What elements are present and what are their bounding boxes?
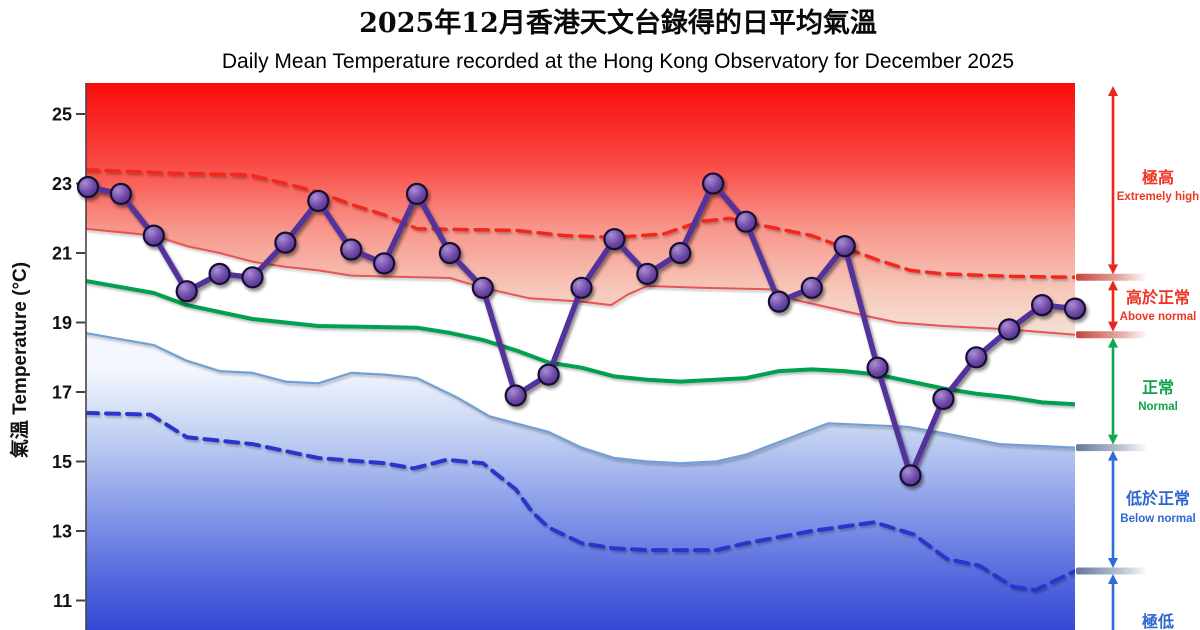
threshold-bar-extremely-low: [1076, 567, 1146, 575]
threshold-bar-extremely-high: [1076, 273, 1146, 281]
arrow-head-down-icon: [1108, 557, 1118, 568]
data-point-day-12: [438, 241, 461, 265]
data-point-day-28: [965, 346, 988, 369]
y-tick-label: 13: [52, 522, 72, 542]
chart-title-english: Daily Mean Temperature recorded at the H…: [222, 50, 1014, 73]
y-tick-label: 11: [53, 591, 72, 611]
data-point-day-24: [833, 235, 856, 258]
y-axis: 25 23 21 19 17 15 13 11: [52, 83, 87, 630]
data-point-day-27: [932, 387, 955, 410]
daily-mean-series: [76, 172, 1087, 487]
data-point-day-20: [701, 172, 725, 195]
data-point-day-11: [405, 182, 429, 205]
data-point-day-15: [537, 363, 560, 386]
zone-label-extremely-high: 極高 Extremely high: [1117, 168, 1199, 203]
data-point-day-22: [767, 290, 791, 313]
zone-label-above-normal: 高於正常 Above normal: [1120, 288, 1197, 323]
data-point-day-26: [899, 464, 922, 487]
zone-scale: [1076, 86, 1146, 630]
data-point-day-25: [866, 356, 889, 379]
arrow-head-down-icon: [1108, 264, 1118, 275]
y-tick-label: 25: [52, 105, 72, 125]
data-point-day-30: [1030, 294, 1054, 317]
y-tick-label: 17: [52, 383, 72, 403]
extremely-low-boundary-line: [86, 410, 1075, 593]
zone-arrow-3: [1108, 450, 1118, 568]
zone-label-below-normal: 低於正常 Below normal: [1120, 489, 1195, 525]
data-point-day-8: [307, 189, 330, 212]
zone-extremely-high-en: Extremely high: [1117, 191, 1199, 203]
arrow-head-down-icon: [1108, 321, 1118, 332]
arrow-head-up-icon: [1108, 573, 1118, 584]
data-point-day-18: [636, 262, 659, 285]
zone-above-normal-en: Above normal: [1120, 311, 1197, 323]
zone-arrow-4: [1108, 573, 1118, 630]
data-point-day-10: [373, 252, 396, 275]
arrow-head-up-icon: [1108, 280, 1118, 291]
y-tick-label: 23: [52, 174, 72, 194]
y-tick-label: 19: [52, 313, 72, 333]
zone-arrow-1: [1108, 280, 1118, 332]
data-point-day-3: [142, 224, 165, 247]
zone-above-normal-zh: 高於正常: [1126, 288, 1190, 307]
data-point-day-9: [340, 238, 363, 261]
below-normal-boundary-line: [86, 331, 1075, 465]
arrow-head-up-icon: [1108, 337, 1118, 348]
threshold-bar-above-normal: [1076, 331, 1146, 339]
arrow-head-up-icon: [1108, 450, 1118, 461]
data-point-day-23: [800, 276, 823, 299]
chart-title-chinese: 2025年12月香港天文台錄得的日平均氣溫: [359, 7, 877, 39]
zone-extremely-low-zh: 極低: [1141, 612, 1174, 630]
y-tick-label: 15: [52, 452, 72, 472]
arrow-head-up-icon: [1108, 86, 1118, 96]
zone-extremely-high-zh: 極高: [1141, 168, 1174, 187]
data-point-day-14: [504, 384, 527, 407]
data-point-day-5: [208, 262, 231, 285]
arrow-head-down-icon: [1108, 434, 1118, 445]
data-point-day-21: [734, 210, 758, 233]
zone-below-normal-zh: 低於正常: [1125, 489, 1190, 508]
above-normal-boundary-line: [86, 227, 1075, 336]
zone-normal-en: Normal: [1138, 401, 1178, 413]
data-point-day-7: [274, 231, 297, 254]
zone-arrow-2: [1108, 337, 1118, 445]
y-tick-label: 21: [52, 244, 72, 264]
data-point-day-13: [471, 276, 494, 299]
data-point-day-16: [570, 276, 593, 299]
zone-normal-zh: 正常: [1142, 378, 1174, 397]
data-point-day-19: [669, 241, 692, 265]
data-point-day-2: [109, 182, 133, 205]
zone-label-normal: 正常 Normal: [1138, 378, 1178, 413]
zone-label-extremely-low: 極低: [1141, 612, 1174, 630]
zone-arrow-0: [1108, 86, 1118, 275]
threshold-bar-normal: [1076, 444, 1146, 452]
below-normal-fill: [86, 332, 1075, 630]
data-point-day-4: [175, 280, 198, 303]
y-axis-title: 氣溫 Temperature (°C): [8, 262, 31, 458]
data-point-day-1: [76, 175, 100, 199]
extremely-high-boundary-line: [86, 167, 1075, 280]
data-point-day-6: [241, 266, 264, 289]
data-point-day-31: [1063, 297, 1087, 320]
data-point-day-17: [603, 228, 626, 251]
zone-below-normal-en: Below normal: [1120, 513, 1195, 525]
band-fills: [86, 83, 1075, 630]
data-point-day-29: [998, 318, 1021, 341]
